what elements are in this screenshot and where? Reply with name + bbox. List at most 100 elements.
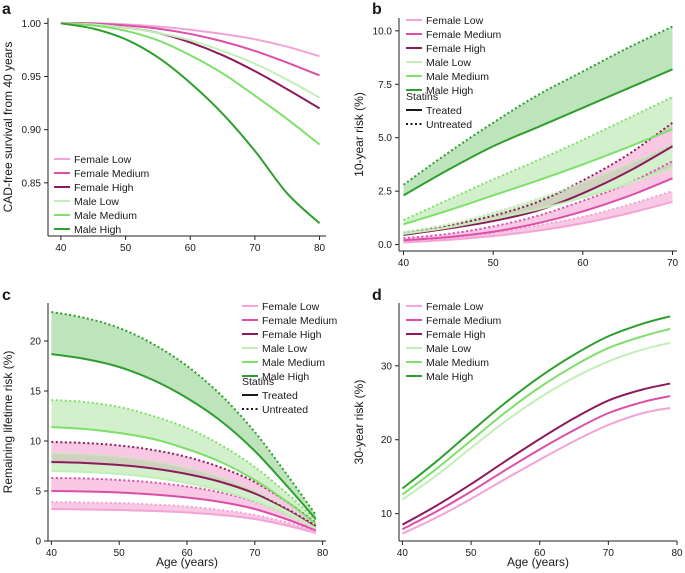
legend-label: Male Low: [262, 343, 307, 355]
line-female-medium: [60, 22, 320, 77]
line-female-medium-untreated: [403, 160, 673, 240]
line-female-medium: [401, 395, 671, 531]
y-tick-label: 7.5: [378, 80, 392, 91]
legend-label: Male Medium: [426, 357, 489, 369]
y-tick-label: 20: [30, 337, 42, 348]
line-male-high: [401, 315, 671, 490]
legend-label: Female Low: [426, 301, 484, 313]
x-tick-label: 60: [181, 548, 193, 559]
linetype-label-treated: Treated: [426, 105, 462, 117]
legend-label: Female Medium: [426, 29, 502, 41]
linetype-legend: Statins Treated Untreated: [242, 376, 308, 416]
y-tick-label: 0.90: [22, 125, 42, 136]
legend-label: Male Medium: [262, 357, 325, 369]
band-male-medium: [403, 97, 673, 225]
legend-label: Female Low: [74, 154, 132, 166]
x-tick-label: 80: [671, 548, 683, 559]
panel-b: b 40 50 60 70 0.0 2.5 5.0 7.5 10.0 10-year risk (%…: [352, 1, 679, 269]
line-male-high: [60, 22, 321, 224]
x-tick-label: 50: [466, 548, 478, 559]
x-tick-label: 40: [46, 548, 58, 559]
line-male-low-untreated: [403, 143, 673, 233]
legend-label: Male Medium: [426, 71, 489, 83]
line-female-high-untreated: [403, 121, 674, 234]
line-female-low-untreated: [403, 190, 673, 243]
x-tick-label: 60: [185, 243, 197, 254]
y-axis-title: Remaining lifetime risk (%): [1, 351, 15, 494]
line-male-medium-treated: [403, 128, 673, 226]
line-male-medium-untreated: [51, 399, 317, 521]
y-axis-title: 30-year risk (%): [352, 380, 366, 465]
band-female-high: [51, 442, 316, 526]
y-tick-label: 0: [35, 537, 41, 548]
x-tick-label: 70: [249, 243, 261, 254]
legend-label: Female High: [262, 329, 322, 341]
x-tick-label: 60: [577, 258, 589, 269]
x-axis-title: Age (years): [156, 555, 218, 569]
legend: Female Low Female Medium Female High Male L…: [54, 154, 150, 236]
line-male-medium-treated: [51, 426, 317, 525]
legend-label: Male Low: [426, 57, 471, 69]
line-male-low-treated: [403, 166, 673, 235]
x-tick-label: 80: [314, 243, 326, 254]
x-tick-label: 40: [55, 243, 67, 254]
legend-label: Male Low: [426, 343, 471, 355]
panel-label-b: b: [372, 1, 382, 18]
line-male-low: [60, 22, 321, 99]
legend-label: Male High: [426, 371, 473, 383]
line-male-low-untreated: [51, 452, 317, 526]
legend-label: Male High: [262, 371, 309, 383]
line-female-high: [60, 22, 321, 110]
linetype-label-untreated: Untreated: [426, 119, 472, 131]
legend-label: Male Low: [74, 196, 119, 208]
legend-label: Female Low: [426, 15, 484, 27]
x-tick-label: 50: [488, 258, 500, 269]
legend-label: Male High: [74, 224, 121, 236]
panel-a: a 40 50 60 70 80 0.85 0.90 0.95 1.00 CAD-free surv…: [1, 1, 326, 254]
line-male-medium: [401, 327, 671, 496]
legend-label: Female Medium: [262, 315, 338, 327]
band-male-medium: [51, 400, 316, 524]
line-female-high: [401, 382, 671, 526]
band-male-low: [51, 453, 316, 528]
line-female-high-untreated: [51, 441, 317, 524]
legend-label: Male High: [426, 85, 473, 97]
line-female-low-treated: [51, 508, 317, 534]
panel-label-a: a: [2, 1, 11, 18]
y-tick-label: 1.00: [22, 19, 42, 30]
x-tick-label: 80: [317, 548, 329, 559]
y-tick-label: 0.85: [22, 178, 42, 189]
legend-label: Female High: [74, 182, 134, 194]
legend-label: Female Medium: [426, 315, 502, 327]
line-male-high-treated: [51, 353, 317, 520]
band-male-high: [403, 26, 673, 196]
legend: Female Low Female Medium Female High Male L…: [242, 301, 338, 383]
line-male-medium: [60, 22, 321, 146]
legend-label: Male Medium: [74, 210, 137, 222]
y-tick-label: 10: [30, 437, 42, 448]
x-axis-title: Age (years): [507, 555, 569, 569]
band-male-high: [51, 312, 316, 519]
legend: Female Low Female Medium Female High Male L…: [406, 301, 502, 383]
y-tick-label: 30: [381, 361, 393, 372]
y-axis-title: 10-year risk (%): [352, 92, 366, 177]
x-tick-label: 70: [603, 548, 615, 559]
line-female-low-treated: [403, 200, 673, 244]
panel-label-d: d: [372, 287, 382, 304]
line-female-low-untreated: [51, 501, 317, 533]
x-tick-label: 70: [667, 258, 679, 269]
linetype-legend: Statins Treated Untreated: [406, 91, 472, 131]
y-tick-label: 15: [30, 387, 42, 398]
legend-label: Female Low: [262, 301, 320, 313]
line-female-high-treated: [403, 145, 674, 236]
panel-d: d 40 50 60 70 80 10 20 30 30-year risk (%) Age (ye…: [352, 287, 683, 569]
band-female-medium: [51, 478, 316, 531]
legend-label: Female High: [426, 43, 486, 55]
y-tick-label: 5.0: [378, 133, 392, 144]
y-tick-label: 10: [381, 509, 393, 520]
line-male-low-treated: [51, 470, 317, 529]
x-tick-label: 50: [114, 548, 126, 559]
linetype-label-untreated: Untreated: [262, 404, 308, 416]
line-female-medium-untreated: [51, 477, 317, 529]
